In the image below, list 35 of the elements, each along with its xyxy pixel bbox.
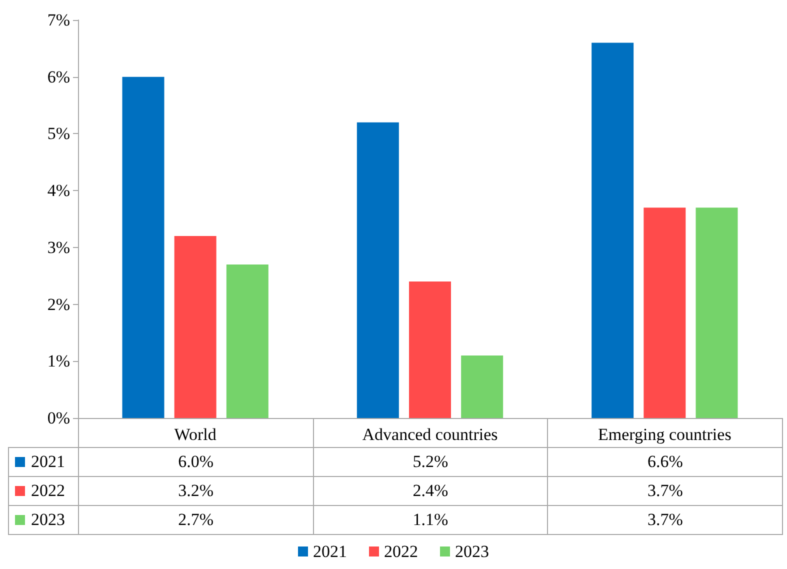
legend-label: 2021 — [31, 452, 65, 472]
x-tick-label: World — [174, 425, 217, 444]
bar — [174, 236, 216, 418]
text: 2021 — [313, 542, 347, 561]
bar — [122, 76, 164, 418]
y-tick-label: 7% — [47, 10, 70, 30]
y-tick-label: 2% — [47, 294, 70, 314]
bar — [696, 208, 738, 418]
data-label: 1.1% — [412, 510, 448, 530]
bar — [356, 122, 399, 418]
data-label: 6.6% — [647, 452, 683, 472]
x-tick-label: Advanced countries — [362, 425, 498, 444]
data-label: 3.2% — [178, 481, 214, 501]
data-label: 2.4% — [412, 481, 448, 501]
y-tick-label: 1% — [47, 352, 70, 371]
bar — [461, 355, 504, 418]
bar — [592, 42, 634, 418]
text: 2023 — [31, 510, 65, 529]
legend-label: 2023 — [455, 542, 489, 561]
y-tick-label: 3% — [47, 238, 70, 257]
x-tick-label: Emerging countries — [598, 425, 732, 444]
text: 2022 — [31, 481, 65, 500]
data-label: 3.7% — [647, 481, 683, 501]
y-tick-label: 6% — [47, 67, 70, 86]
data-label: 5.2% — [412, 452, 448, 472]
legend-label: 2022 — [384, 542, 418, 561]
y-tick-label: 0% — [47, 408, 70, 428]
bar — [226, 264, 268, 418]
y-tick-label: 4% — [47, 181, 70, 200]
data-label: 2.7% — [178, 510, 214, 530]
bar — [409, 282, 451, 418]
y-tick-label: 5% — [47, 124, 70, 144]
bar — [644, 208, 686, 418]
data-label: 3.7% — [647, 510, 683, 530]
data-label: 6.0% — [178, 452, 214, 472]
